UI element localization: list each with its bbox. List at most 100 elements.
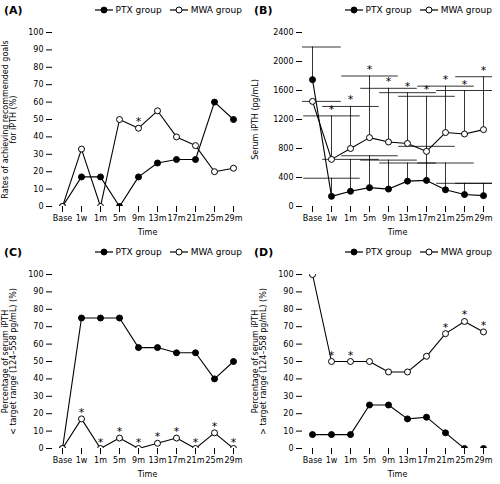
- svg-text:29m: 29m: [225, 456, 243, 465]
- svg-text:*: *: [443, 321, 449, 334]
- svg-text:*: *: [424, 83, 430, 96]
- svg-text:*: *: [443, 73, 449, 86]
- svg-text:*: *: [462, 78, 468, 91]
- svg-text:10: 10: [283, 427, 293, 436]
- svg-text:1600: 1600: [273, 86, 293, 95]
- svg-text:13m: 13m: [399, 456, 417, 465]
- svg-text:25m: 25m: [456, 456, 474, 465]
- svg-text:Base: Base: [53, 214, 73, 223]
- svg-text:13m: 13m: [399, 214, 417, 223]
- svg-text:90: 90: [33, 287, 43, 296]
- svg-text:21m: 21m: [437, 456, 455, 465]
- svg-text:*: *: [98, 436, 104, 449]
- svg-text:25m: 25m: [206, 214, 224, 223]
- svg-text:*: *: [174, 425, 180, 438]
- svg-text:29m: 29m: [225, 214, 243, 223]
- svg-text:30: 30: [33, 392, 43, 401]
- svg-text:17m: 17m: [168, 456, 186, 465]
- svg-text:17m: 17m: [418, 214, 436, 223]
- svg-text:Time: Time: [387, 470, 408, 479]
- svg-text:20: 20: [283, 409, 293, 418]
- svg-text:9m: 9m: [132, 214, 145, 223]
- svg-text:1m: 1m: [94, 456, 107, 465]
- svg-text:13m: 13m: [149, 456, 167, 465]
- svg-text:*: *: [212, 420, 218, 433]
- svg-text:60: 60: [283, 340, 293, 349]
- svg-text:5m: 5m: [113, 214, 126, 223]
- svg-text:90: 90: [33, 45, 43, 54]
- svg-text:1w: 1w: [326, 214, 338, 223]
- svg-text:1m: 1m: [94, 214, 107, 223]
- svg-text:30: 30: [33, 150, 43, 159]
- svg-text:0: 0: [38, 444, 43, 453]
- svg-text:29m: 29m: [475, 456, 493, 465]
- svg-text:21m: 21m: [187, 456, 205, 465]
- svg-text:70: 70: [33, 80, 43, 89]
- svg-text:1w: 1w: [76, 214, 88, 223]
- svg-text:Base: Base: [303, 456, 323, 465]
- svg-text:50: 50: [33, 115, 43, 124]
- svg-text:70: 70: [283, 322, 293, 331]
- svg-text:17m: 17m: [168, 214, 186, 223]
- svg-text:*: *: [155, 430, 161, 443]
- svg-text:*: *: [348, 349, 354, 362]
- svg-text:*: *: [481, 319, 487, 332]
- svg-text:*: *: [136, 115, 142, 128]
- svg-text:100: 100: [28, 270, 43, 279]
- svg-text:60: 60: [33, 98, 43, 107]
- svg-text:0: 0: [288, 202, 293, 211]
- svg-text:*: *: [329, 349, 335, 362]
- svg-text:9m: 9m: [382, 214, 395, 223]
- svg-text:30: 30: [283, 392, 293, 401]
- svg-text:80: 80: [33, 63, 43, 72]
- svg-text:*: *: [231, 436, 237, 449]
- svg-text:1m: 1m: [344, 456, 357, 465]
- svg-text:40: 40: [33, 132, 43, 141]
- svg-text:Time: Time: [387, 228, 408, 237]
- svg-text:10: 10: [33, 427, 43, 436]
- svg-text:800: 800: [278, 144, 293, 153]
- svg-text:*: *: [348, 93, 354, 106]
- svg-text:*: *: [386, 75, 392, 88]
- svg-text:29m: 29m: [475, 214, 493, 223]
- svg-text:5m: 5m: [113, 456, 126, 465]
- svg-text:5m: 5m: [363, 214, 376, 223]
- svg-text:400: 400: [278, 173, 293, 182]
- svg-text:Percentage of serum iPTH> targ: Percentage of serum iPTH> target range (…: [251, 288, 268, 435]
- svg-text:5m: 5m: [363, 456, 376, 465]
- svg-text:17m: 17m: [418, 456, 436, 465]
- svg-text:Rates of achieving recommended: Rates of achieving recommended goalsfor …: [1, 40, 18, 198]
- svg-text:Base: Base: [53, 456, 73, 465]
- svg-text:20: 20: [33, 409, 43, 418]
- svg-text:2000: 2000: [273, 57, 293, 66]
- svg-text:Serum iPTH (pg/mL): Serum iPTH (pg/mL): [251, 79, 260, 160]
- svg-text:70: 70: [33, 322, 43, 331]
- svg-text:100: 100: [278, 270, 293, 279]
- svg-text:21m: 21m: [437, 214, 455, 223]
- svg-text:40: 40: [33, 374, 43, 383]
- svg-text:9m: 9m: [132, 456, 145, 465]
- svg-text:20: 20: [33, 167, 43, 176]
- svg-text:60: 60: [33, 340, 43, 349]
- svg-text:*: *: [117, 425, 123, 438]
- svg-text:80: 80: [283, 305, 293, 314]
- svg-text:80: 80: [33, 305, 43, 314]
- svg-text:50: 50: [283, 357, 293, 366]
- svg-text:*: *: [367, 63, 373, 76]
- svg-text:Time: Time: [137, 470, 158, 479]
- svg-text:25m: 25m: [456, 214, 474, 223]
- svg-text:9m: 9m: [382, 456, 395, 465]
- svg-text:40: 40: [283, 374, 293, 383]
- svg-text:0: 0: [288, 444, 293, 453]
- svg-text:*: *: [136, 436, 142, 449]
- svg-text:1w: 1w: [76, 456, 88, 465]
- svg-text:Time: Time: [137, 228, 158, 237]
- svg-text:Base: Base: [303, 214, 323, 223]
- svg-text:1w: 1w: [326, 456, 338, 465]
- svg-text:1200: 1200: [273, 115, 293, 124]
- svg-text:25m: 25m: [206, 456, 224, 465]
- svg-text:*: *: [193, 436, 199, 449]
- svg-text:Percentage of serum iPTH< targ: Percentage of serum iPTH< target range (…: [1, 288, 18, 435]
- svg-text:100: 100: [28, 28, 43, 37]
- svg-text:0: 0: [38, 202, 43, 211]
